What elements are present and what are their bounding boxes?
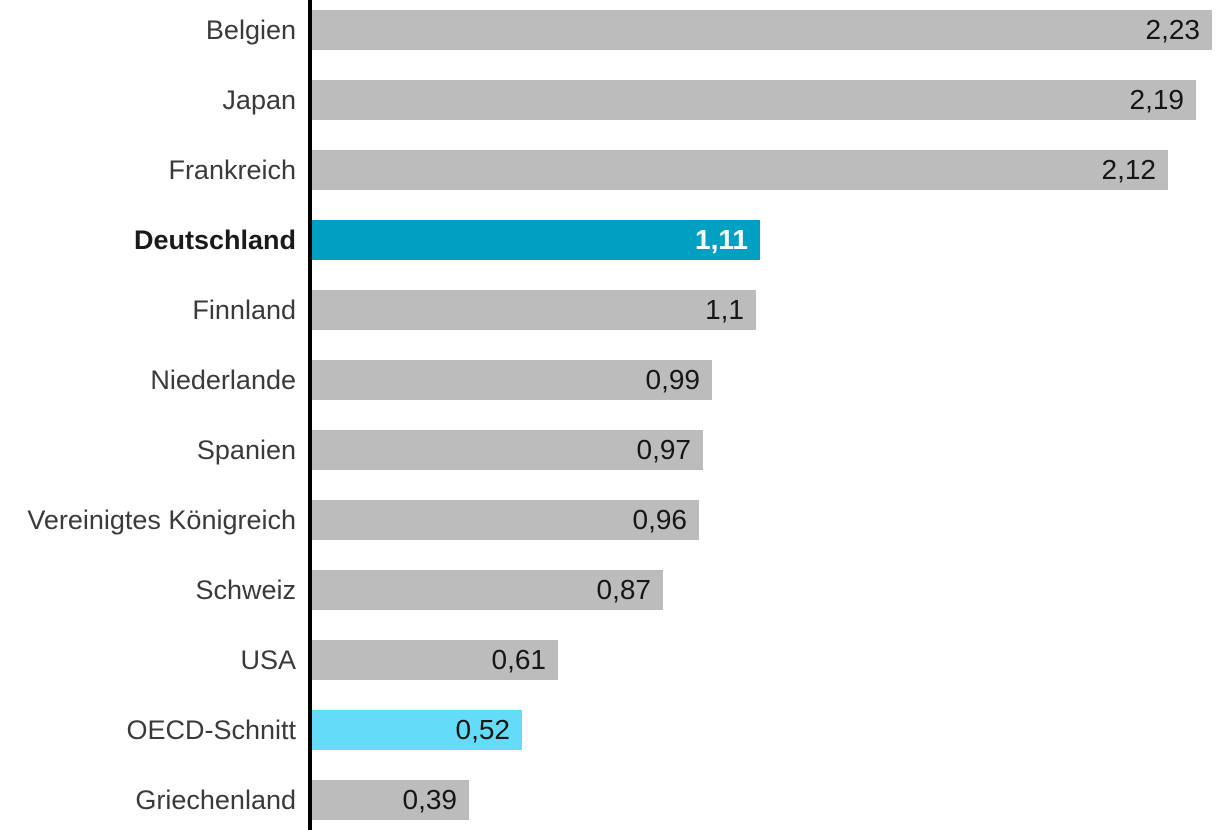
bar-label: USA bbox=[240, 645, 296, 675]
bar-value-label: 0,99 bbox=[645, 364, 701, 395]
bar-row: Finnland 1,1 bbox=[0, 290, 1220, 330]
bar-row: Niederlande 0,99 bbox=[0, 360, 1220, 400]
bar-row: Belgien 2,23 bbox=[0, 10, 1220, 50]
bar-value-label: 0,96 bbox=[632, 504, 688, 535]
bar-value-label: 0,97 bbox=[636, 434, 692, 465]
bar-value-label: 1,11 bbox=[695, 224, 748, 255]
axis-line bbox=[308, 0, 312, 830]
bar: 0,97 bbox=[312, 430, 703, 470]
bar-label: Schweiz bbox=[195, 575, 296, 605]
bar-row: USA 0,61 bbox=[0, 640, 1220, 680]
bar: 0,61 bbox=[312, 640, 558, 680]
bar-value-label: 1,1 bbox=[705, 294, 744, 325]
bar-row: Deutschland 1,11 bbox=[0, 220, 1220, 260]
bar: 2,12 bbox=[312, 150, 1168, 190]
bar-row: Japan 2,19 bbox=[0, 80, 1220, 120]
bar-row: Spanien 0,97 bbox=[0, 430, 1220, 470]
bar-label: Finnland bbox=[192, 295, 296, 325]
bar-label: Griechenland bbox=[135, 785, 296, 815]
bar-label: Deutschland bbox=[133, 225, 296, 255]
bar-label: Frankreich bbox=[168, 155, 296, 185]
bar-row: Schweiz 0,87 bbox=[0, 570, 1220, 610]
bar-value-label: 0,52 bbox=[455, 714, 511, 745]
bar-value-label: 2,12 bbox=[1101, 154, 1157, 185]
bar-row: Frankreich 2,12 bbox=[0, 150, 1220, 190]
bar-row: Griechenland 0,39 bbox=[0, 780, 1220, 820]
bar-value-label: 2,23 bbox=[1145, 14, 1201, 45]
bar-label: Spanien bbox=[196, 435, 296, 465]
bar-label: Niederlande bbox=[150, 365, 296, 395]
bar-value-label: 0,39 bbox=[402, 784, 458, 815]
bar-value-label: 0,61 bbox=[491, 644, 547, 675]
bar: 2,23 bbox=[312, 10, 1212, 50]
bar: 0,39 bbox=[312, 780, 469, 820]
bar-label: Belgien bbox=[205, 15, 296, 45]
bar-label: OECD-Schnitt bbox=[126, 715, 296, 745]
bar-value-label: 2,19 bbox=[1129, 84, 1185, 115]
bar-label: Vereinigtes Königreich bbox=[27, 505, 296, 535]
bar: 0,99 bbox=[312, 360, 712, 400]
bar: 1,1 bbox=[312, 290, 756, 330]
bar: 0,52 bbox=[312, 710, 522, 750]
bar: 2,19 bbox=[312, 80, 1196, 120]
bar-value-label: 0,87 bbox=[596, 574, 652, 605]
bar-row: OECD-Schnitt 0,52 bbox=[0, 710, 1220, 750]
bar: 1,11 bbox=[312, 220, 760, 260]
bar: 0,87 bbox=[312, 570, 663, 610]
bar-row: Vereinigtes Königreich 0,96 bbox=[0, 500, 1220, 540]
bar: 0,96 bbox=[312, 500, 699, 540]
bar-label: Japan bbox=[222, 85, 296, 115]
